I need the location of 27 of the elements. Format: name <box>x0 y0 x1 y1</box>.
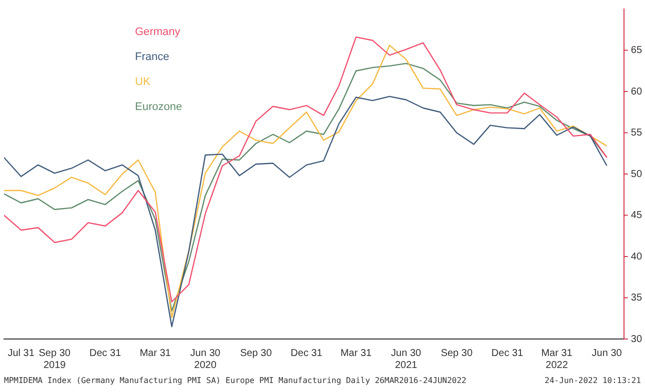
x-tick-label: Mar 31 2022 <box>541 348 573 371</box>
x-tick-label: Mar 31 <box>140 348 172 359</box>
y-tick-label: 35 <box>630 292 642 304</box>
text: France <box>135 51 170 63</box>
x-tick-label: Sep 30 <box>240 348 272 359</box>
y-tick-label: 65 <box>630 45 642 56</box>
y-tick-label: 45 <box>630 210 642 221</box>
y-tick-label: 40 <box>630 251 642 262</box>
x-tick-label: Mar 31 <box>340 348 372 359</box>
x-tick-label: Dec 31 <box>290 348 323 359</box>
x-tick-label: Dec 31 <box>491 348 524 359</box>
x-tick-label: Jun 30 <box>592 348 622 359</box>
y-tick-label: 55 <box>630 128 642 138</box>
x-tick-label: Jun 30 2020 <box>190 348 221 371</box>
x-tick-label: Sep 30 2019 <box>38 348 71 371</box>
x-tick-label: Sep 30 <box>440 348 473 359</box>
x-tick-label: Jul 31 <box>8 348 35 359</box>
text: MPMIDEMA Index (Germany Manufacturing PMI SA) Europe PMI Manufacturing Daily 26MAR2016-24JUN2022 <box>4 376 466 385</box>
x-tick-label: Dec 31 <box>89 348 122 359</box>
text: Eurozone <box>135 101 182 113</box>
x-tick-label: Jun 30 2021 <box>391 348 422 371</box>
y-tick-label: 60 <box>630 86 642 98</box>
y-tick-label: 50 <box>630 168 642 180</box>
text: 24-Jun-2022 10:13:21 <box>544 376 641 385</box>
y-tick-label: 30 <box>630 334 642 345</box>
text: UK <box>135 76 152 88</box>
text: Germany <box>135 26 182 38</box>
